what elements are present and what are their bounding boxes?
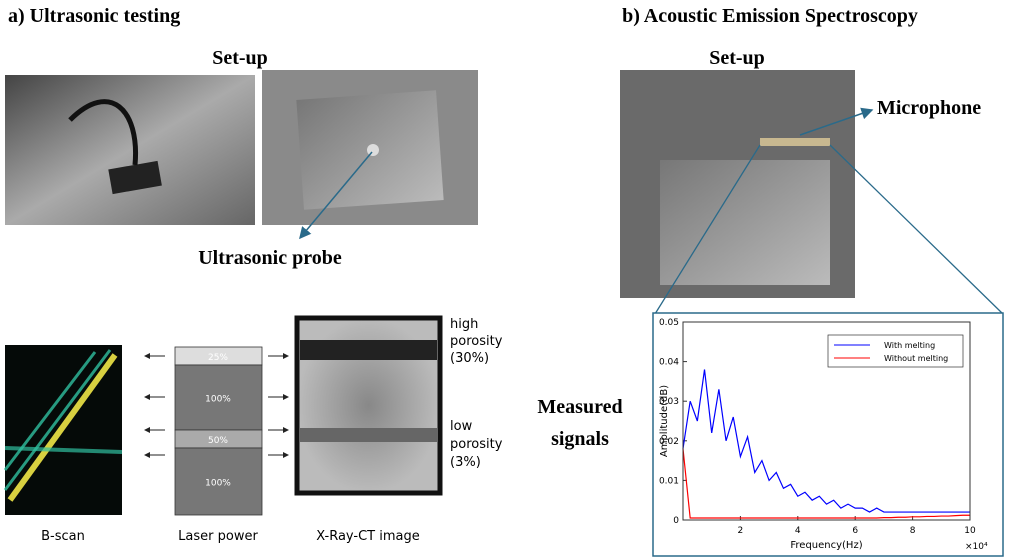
legend-label: Without melting [884, 354, 948, 363]
y-axis-label: Amplitude(dB) [659, 385, 670, 457]
annotation: (30%) [450, 351, 489, 366]
measured-label: Measured [537, 396, 622, 418]
laser-step-label: 25% [208, 353, 228, 363]
x-tick-label: 6 [852, 526, 858, 536]
arrow [299, 151, 373, 240]
laser-step-label: 100% [205, 395, 231, 405]
y-tick-label: 0.02 [659, 437, 679, 447]
laser-step [174, 364, 263, 431]
photo-cable [68, 99, 139, 166]
setup-label: Set-up [212, 47, 268, 69]
probe-label: Ultrasonic probe [198, 247, 342, 269]
x-axis-label: Frequency(Hz) [790, 540, 862, 551]
photo-detail [108, 160, 162, 195]
y-tick-label: 0.05 [659, 318, 679, 328]
y-tick-label: 0.03 [659, 397, 679, 407]
bscan-echo [4, 446, 123, 454]
microphone-label: Microphone [877, 97, 981, 119]
arrow [799, 107, 874, 136]
panel-title: b) Acoustic Emission Spectroscopy [622, 5, 918, 27]
y-tick-label: 0.04 [659, 358, 679, 368]
x-tick-label: 8 [910, 526, 916, 536]
connector [829, 144, 1004, 315]
laser-step-label: 50% [208, 436, 228, 446]
x-multiplier: ×10⁴ [965, 542, 988, 552]
y-tick-label: 0 [673, 516, 679, 526]
y-tick-label: 0.01 [659, 476, 679, 486]
x-tick-label: 10 [964, 526, 976, 536]
x-tick-label: 4 [795, 526, 801, 536]
photo [5, 75, 255, 225]
legend-box [827, 334, 964, 368]
laser-step [174, 447, 263, 516]
annotation: porosity [450, 334, 503, 349]
bscan-label: B-scan [41, 529, 85, 544]
annotation: low [450, 419, 473, 434]
bscan-echo [7, 353, 118, 502]
photo-microphone [760, 138, 830, 146]
xray-label: X-Ray-CT image [316, 529, 419, 544]
xray-porosity-band [300, 340, 437, 360]
laser-step-label: 100% [205, 479, 231, 489]
series-line [682, 448, 970, 519]
connector [654, 144, 761, 315]
setup-label: Set-up [709, 47, 765, 69]
x-tick-label: 2 [738, 526, 744, 536]
laser-label: Laser power [178, 529, 258, 544]
series-line [682, 369, 970, 513]
legend-label: With melting [884, 341, 935, 350]
photo-plate [660, 160, 830, 285]
annotation: (3%) [450, 455, 481, 470]
xray-frame [294, 315, 443, 496]
panel-title: a) Ultrasonic testing [8, 5, 180, 27]
photo-probe [367, 144, 379, 156]
annotation: porosity [450, 437, 503, 452]
measured-label: signals [551, 428, 609, 450]
annotation: high [450, 317, 478, 332]
plot-frame [682, 321, 971, 521]
xray-porosity-band [300, 428, 437, 442]
